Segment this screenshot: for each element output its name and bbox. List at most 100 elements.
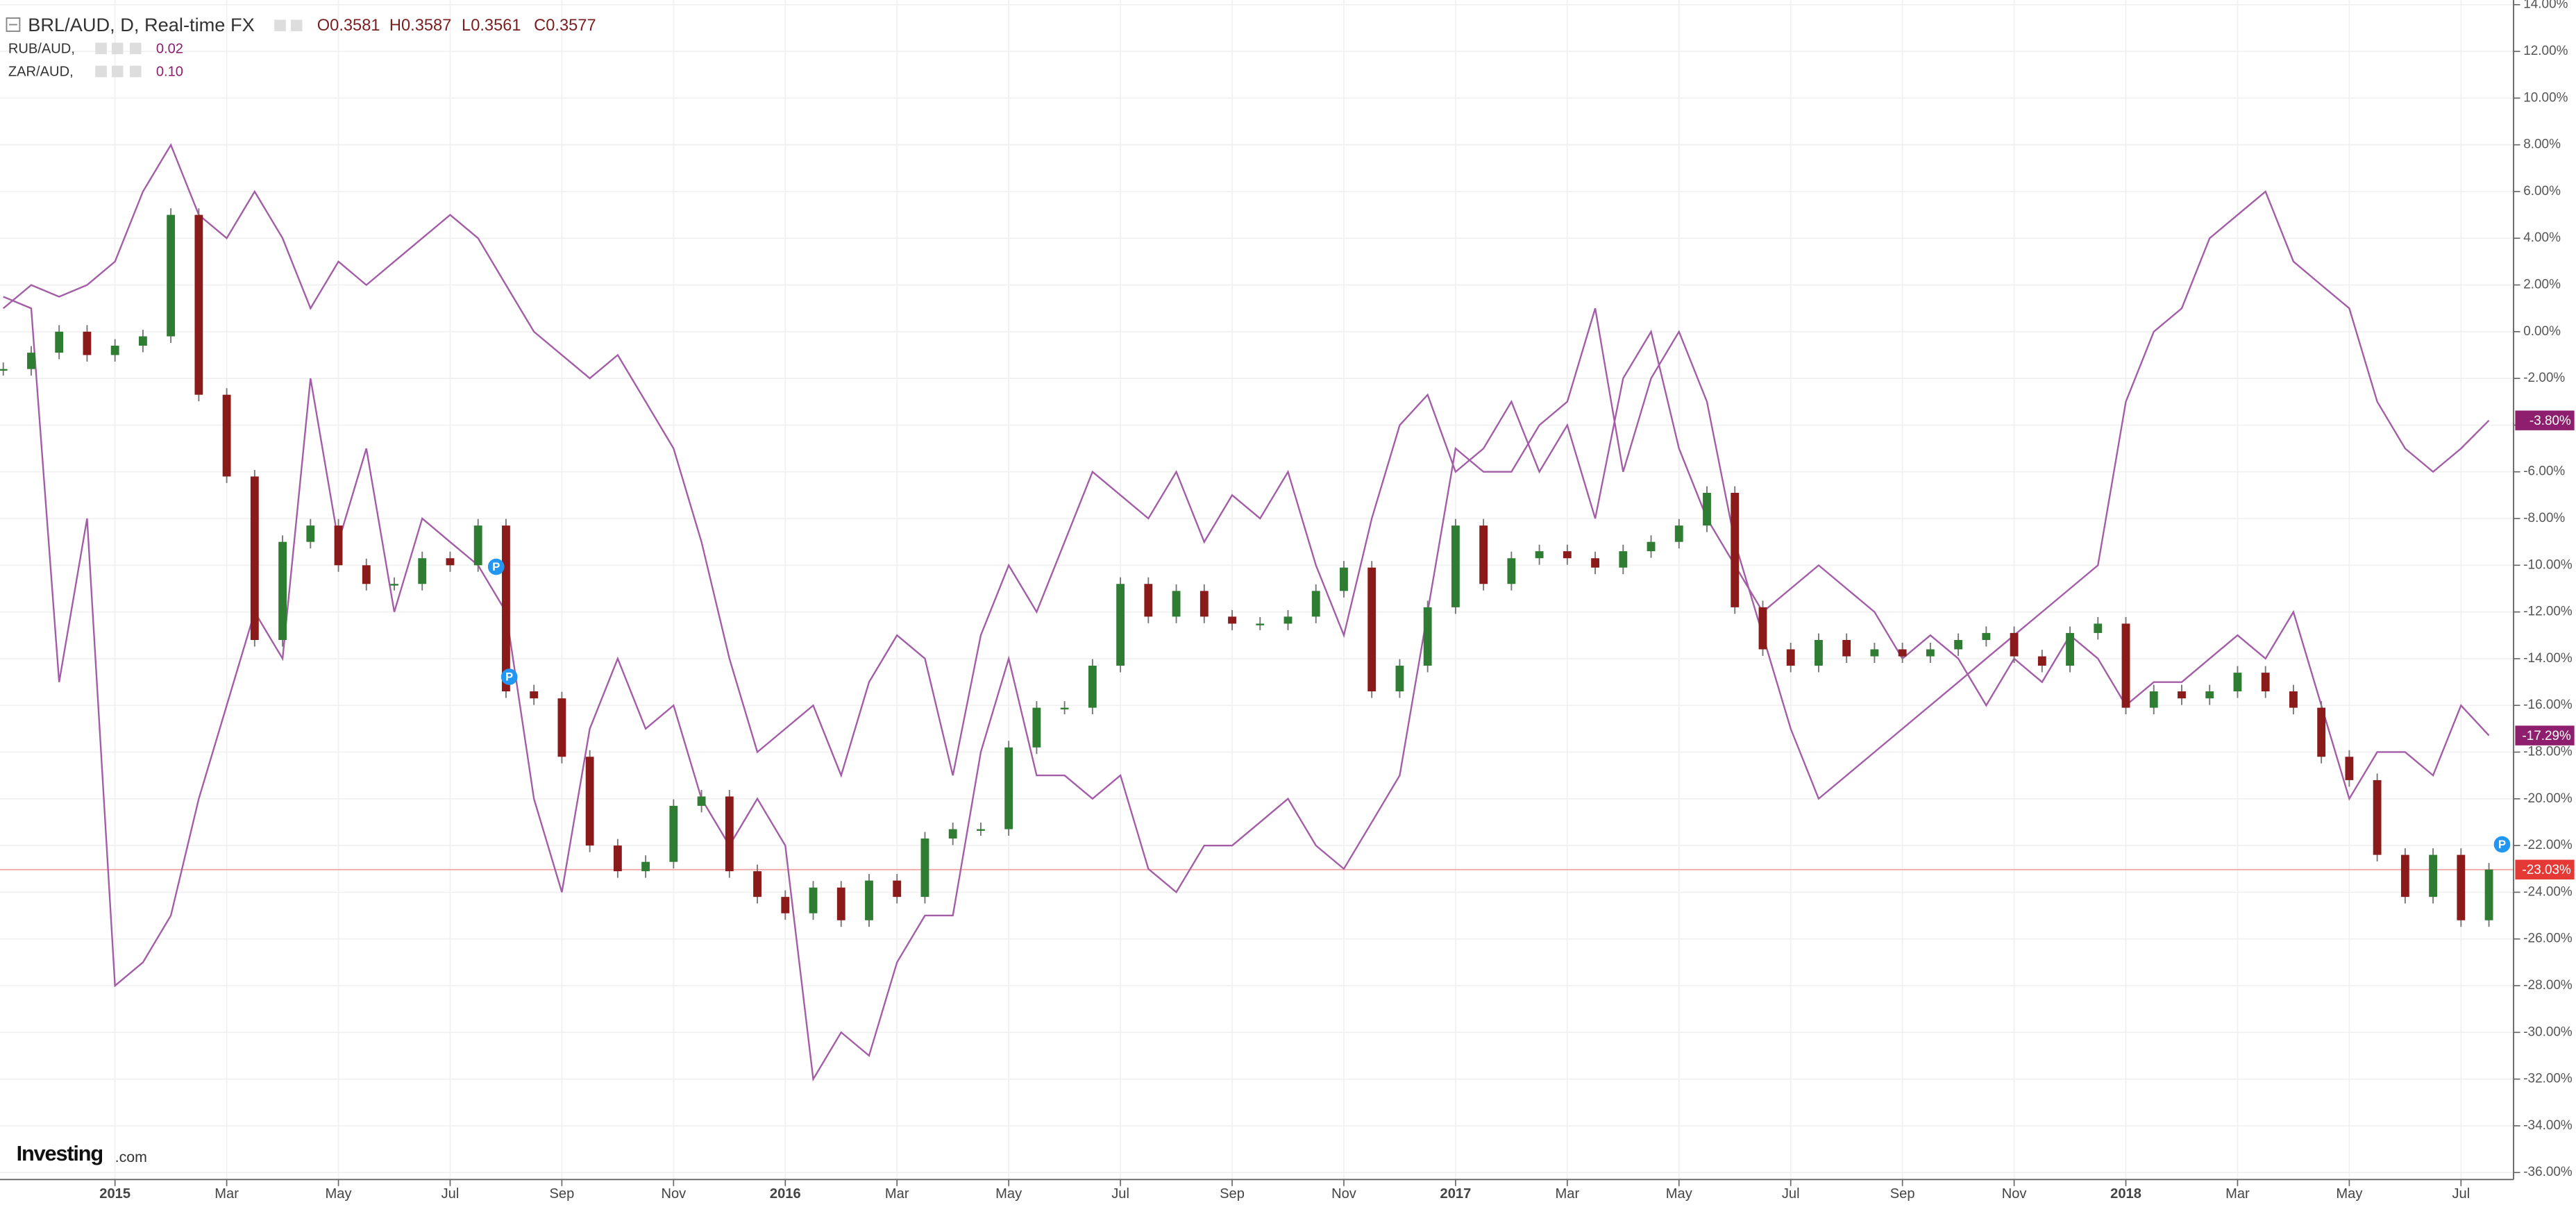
candle-body	[2429, 854, 2438, 898]
candle-body	[920, 839, 929, 898]
candle-body	[725, 796, 734, 872]
x-tick-label: Sep	[1220, 1186, 1245, 1202]
y-tick-label: 6.00%	[2523, 184, 2561, 199]
event-marker-label: P	[505, 671, 513, 684]
candle-body	[1619, 551, 1628, 568]
candle-body	[1032, 707, 1041, 748]
candle-body	[1563, 551, 1572, 559]
settings-icon[interactable]	[274, 19, 286, 31]
x-tick-label: Nov	[2002, 1186, 2027, 1202]
y-tick-label: -8.00%	[2523, 511, 2565, 525]
y-tick-label: -14.00%	[2523, 651, 2573, 666]
candle-body	[1842, 640, 1851, 657]
y-tick-label: -34.00%	[2523, 1118, 2573, 1133]
candle-body	[1982, 632, 1991, 641]
event-marker[interactable]	[500, 668, 518, 685]
x-tick-label: Jul	[1111, 1186, 1129, 1202]
candle-body	[1172, 591, 1181, 617]
candle-body	[222, 394, 231, 477]
collapse-icon[interactable]	[6, 17, 21, 32]
candle-body	[2457, 854, 2466, 920]
header: BRL/AUD, D, Real-time FX O0.3581 H0.3587 L…	[6, 14, 596, 79]
hide-icon[interactable]	[111, 65, 124, 78]
ohlc-value: O0.3581	[317, 17, 380, 35]
candle-body	[1199, 591, 1209, 617]
candle-body	[278, 541, 287, 641]
candle-body	[1703, 493, 1711, 526]
y-tick-label: -28.00%	[2523, 978, 2573, 993]
y-tick-label: 0.00%	[2523, 324, 2561, 339]
y-tick-label: -6.00%	[2523, 464, 2565, 479]
candle-body	[2037, 656, 2046, 666]
x-tick-label: Nov	[661, 1186, 686, 1202]
brand-suffix: .com	[115, 1149, 147, 1165]
candle-body	[1954, 640, 1963, 650]
candle-body	[1004, 747, 1013, 829]
candle-body	[1591, 558, 1599, 568]
overlay-value: 0.02	[156, 41, 183, 56]
x-tick-label: May	[2336, 1186, 2363, 1202]
overlay-name: ZAR/AUD,	[8, 64, 74, 79]
candle-body	[1815, 640, 1823, 666]
candle-body	[557, 698, 566, 757]
candle-body	[1116, 584, 1125, 666]
y-tick-label: 12.00%	[2523, 44, 2568, 58]
event-marker[interactable]	[2493, 836, 2511, 853]
candle-body	[1256, 623, 1265, 625]
candle-body	[0, 369, 8, 371]
y-tick-label: 8.00%	[2523, 137, 2561, 152]
y-tick-label: -36.00%	[2523, 1165, 2573, 1179]
event-marker-label: P	[2498, 838, 2506, 851]
hide-icon[interactable]	[111, 42, 124, 55]
y-tick-label: -2.00%	[2523, 371, 2565, 385]
x-tick-label: 2017	[1440, 1186, 1472, 1202]
candle-body	[893, 880, 902, 898]
candle-body	[55, 331, 64, 353]
x-tick-label: Jul	[2452, 1186, 2470, 1202]
candle-body	[446, 558, 455, 566]
x-tick-label: Mar	[1556, 1186, 1580, 1202]
price-tag-label: -23.03%	[2522, 863, 2571, 877]
y-tick-label: -26.00%	[2523, 932, 2573, 946]
candle-body	[390, 584, 398, 586]
candle-body	[530, 691, 539, 699]
y-tick-label: 14.00%	[2523, 0, 2568, 12]
candle-body	[1674, 525, 1683, 542]
y-tick-label: -12.00%	[2523, 605, 2573, 619]
candle-body	[948, 829, 957, 839]
compare-line	[3, 190, 2490, 1082]
y-tick-label: -32.00%	[2523, 1072, 2573, 1086]
grid	[0, 0, 2514, 1180]
x-tick-label: Mar	[214, 1186, 239, 1202]
overlay-name: RUB/AUD,	[8, 41, 75, 56]
overlay-value: 0.10	[156, 64, 183, 79]
candle-body	[1758, 607, 1767, 650]
remove-icon[interactable]	[129, 65, 142, 78]
candle-body	[977, 829, 985, 831]
hide-icon[interactable]	[290, 19, 303, 31]
candle-body	[613, 845, 622, 872]
candle-body	[2261, 673, 2270, 692]
y-tick-label: -20.00%	[2523, 791, 2573, 806]
x-tick-label: Jul	[441, 1186, 460, 1202]
candle-body	[1451, 525, 1460, 607]
remove-icon[interactable]	[129, 42, 142, 55]
candle-body	[2233, 673, 2242, 692]
candle-body	[1535, 551, 1544, 559]
candle-body	[138, 336, 147, 346]
event-marker[interactable]	[487, 558, 505, 575]
x-tick-label: Mar	[885, 1186, 909, 1202]
candle-body	[1870, 649, 1879, 657]
candle-body	[27, 353, 35, 369]
candle-body	[473, 525, 482, 566]
price-tag	[2515, 725, 2575, 745]
settings-icon[interactable]	[95, 65, 107, 78]
settings-icon[interactable]	[95, 42, 107, 55]
ohlc-value: C0.3577	[534, 17, 596, 35]
x-tick-label: Nov	[1331, 1186, 1356, 1202]
y-tick-label: -30.00%	[2523, 1025, 2573, 1039]
x-tick-label: 2016	[770, 1186, 801, 1202]
x-tick-label: 2015	[99, 1186, 131, 1202]
y-tick-label: -16.00%	[2523, 698, 2573, 712]
